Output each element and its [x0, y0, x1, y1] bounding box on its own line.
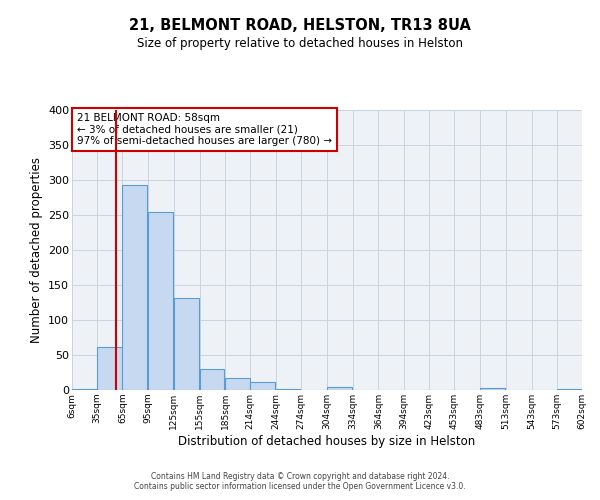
Bar — [225, 378, 250, 390]
Text: 21, BELMONT ROAD, HELSTON, TR13 8UA: 21, BELMONT ROAD, HELSTON, TR13 8UA — [129, 18, 471, 32]
Bar — [122, 185, 148, 390]
Text: 21 BELMONT ROAD: 58sqm
← 3% of detached houses are smaller (21)
97% of semi-deta: 21 BELMONT ROAD: 58sqm ← 3% of detached … — [77, 113, 332, 146]
Bar — [480, 388, 505, 390]
Bar — [327, 387, 352, 390]
Bar — [199, 369, 224, 390]
Bar — [250, 382, 275, 390]
X-axis label: Distribution of detached houses by size in Helston: Distribution of detached houses by size … — [178, 434, 476, 448]
Text: Contains HM Land Registry data © Crown copyright and database right 2024.: Contains HM Land Registry data © Crown c… — [151, 472, 449, 481]
Bar — [72, 388, 97, 390]
Bar — [174, 298, 199, 390]
Bar — [148, 212, 173, 390]
Text: Size of property relative to detached houses in Helston: Size of property relative to detached ho… — [137, 38, 463, 51]
Bar — [97, 346, 122, 390]
Bar — [275, 388, 301, 390]
Y-axis label: Number of detached properties: Number of detached properties — [29, 157, 43, 343]
Text: Contains public sector information licensed under the Open Government Licence v3: Contains public sector information licen… — [134, 482, 466, 491]
